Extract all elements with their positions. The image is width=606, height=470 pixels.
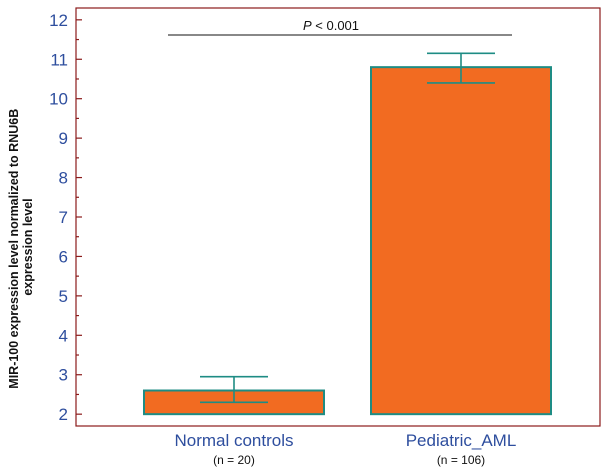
y-tick-label: 6: [59, 247, 68, 266]
y-tick-label: 4: [59, 326, 68, 345]
y-axis-label: MIR-100 expression level normalized to R…: [7, 105, 35, 388]
y-tick-label: 12: [49, 11, 68, 30]
y-tick-label: 5: [59, 287, 68, 306]
x-category-sample-size: (n = 20): [213, 453, 255, 467]
y-tick-label: 7: [59, 208, 68, 227]
x-category-sample-size: (n = 106): [437, 453, 485, 467]
y-ticks: 2 3 4 5 6 7 8 9 10 11 12: [49, 11, 82, 424]
y-tick-label: 9: [59, 129, 68, 148]
significance-annotation: P < 0.001: [168, 18, 512, 36]
y-axis-label-line-2: expression level: [21, 198, 35, 295]
p-value: < 0.001: [312, 18, 359, 33]
y-tick-label: 3: [59, 366, 68, 385]
y-tick-label: 10: [49, 90, 68, 109]
significance-label: P < 0.001: [303, 18, 359, 33]
y-axis-label-line-1: MIR-100 expression level normalized to R…: [7, 109, 21, 389]
y-tick-label: 2: [59, 405, 68, 424]
x-category-label: Pediatric_AML: [406, 431, 517, 450]
chart-error-bars: [200, 52, 495, 404]
y-tick-label: 11: [50, 50, 68, 69]
x-category-labels: Normal controls (n = 20) Pediatric_AML (n =…: [174, 431, 516, 467]
y-tick-label: 8: [59, 169, 68, 188]
chart-bars: [143, 66, 552, 416]
p-symbol: P: [303, 18, 312, 33]
x-category-label: Normal controls: [174, 431, 293, 450]
bar: [370, 66, 552, 416]
